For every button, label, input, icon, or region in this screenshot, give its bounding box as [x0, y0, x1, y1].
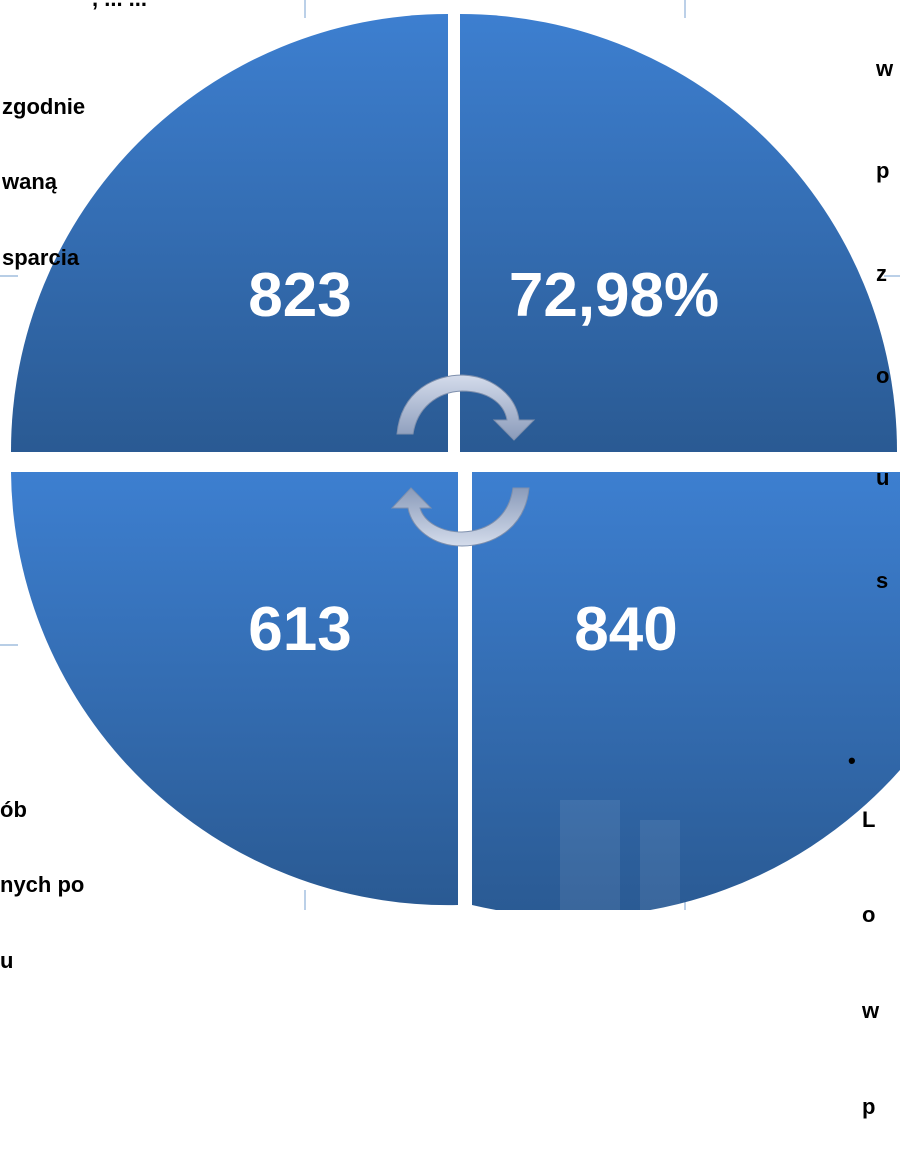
callout-line: L	[862, 806, 876, 832]
callout-line: u	[0, 948, 14, 974]
callout-line: p	[862, 1093, 876, 1119]
decorative-streaks	[60, 790, 680, 910]
callout-bottom-left: ób nych po u	[0, 746, 84, 999]
callout-line: o	[876, 363, 890, 389]
callout-top-left: zgodnie waną sparcia	[2, 43, 85, 296]
callout-line: nych po	[0, 872, 85, 898]
value-top-left: 823	[248, 261, 351, 330]
callout-line: z	[876, 260, 887, 286]
bullet-icon: •	[848, 748, 856, 773]
quadrant-bottom-left	[11, 472, 458, 906]
value-bottom-right: 840	[574, 595, 677, 664]
callout-line: ób	[0, 796, 27, 822]
cycle-arrow-bottom-icon	[390, 487, 530, 547]
callout-line: waną	[2, 169, 58, 195]
callout-line: w	[876, 56, 894, 82]
quadrant-top-left	[10, 14, 449, 452]
callout-bottom-right: L o w p	[862, 740, 879, 1155]
callout-line: w	[862, 998, 880, 1024]
cycle-arrow-top-icon	[396, 374, 536, 441]
callout-line: p	[876, 158, 890, 184]
callout-line: u	[876, 465, 890, 491]
value-bottom-left: 613	[248, 595, 351, 664]
callout-top-left-partial: , ... ...	[92, 0, 153, 11]
callout-top-right: w p z o u s	[876, 0, 893, 632]
callout-line: o	[862, 902, 876, 928]
quadrant-top-right	[460, 14, 898, 452]
callout-line: sparcia	[2, 245, 80, 271]
cycle-diagram: 823 72,98% 613 840	[0, 0, 900, 910]
quadrant-bottom-right	[472, 472, 900, 910]
value-top-right: 72,98%	[509, 261, 719, 330]
callout-line: s	[876, 567, 889, 593]
callout-line: zgodnie	[2, 93, 86, 119]
